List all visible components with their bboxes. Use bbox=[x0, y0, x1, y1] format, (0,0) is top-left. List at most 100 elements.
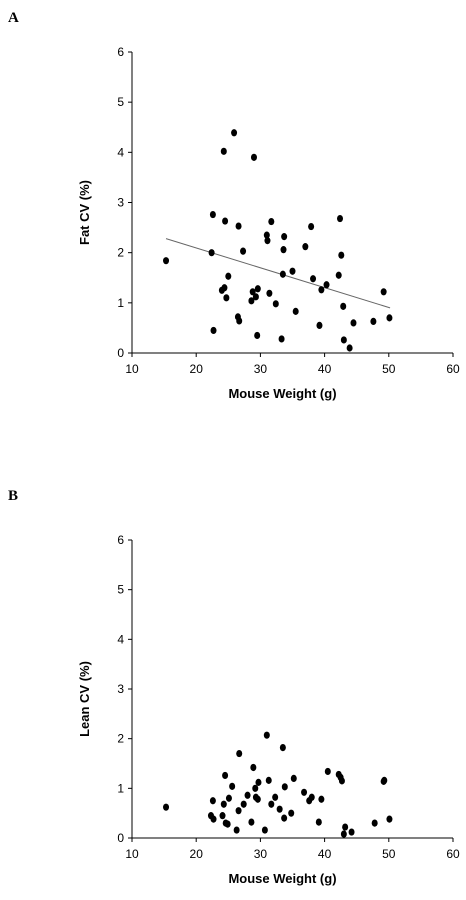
data-point bbox=[222, 217, 229, 225]
data-point bbox=[244, 791, 251, 799]
x-tick-label: 40 bbox=[318, 362, 332, 376]
data-point bbox=[236, 749, 243, 758]
data-point bbox=[210, 326, 217, 335]
x-tick-label: 10 bbox=[125, 847, 139, 861]
x-tick-label: 30 bbox=[254, 362, 268, 376]
data-point bbox=[348, 828, 355, 836]
data-point bbox=[220, 800, 227, 808]
y-tick-label: 3 bbox=[117, 196, 124, 210]
data-point bbox=[250, 763, 257, 772]
data-point bbox=[263, 231, 270, 239]
data-point bbox=[289, 267, 296, 275]
data-point bbox=[278, 335, 285, 343]
data-point bbox=[281, 783, 288, 791]
y-tick-label: 6 bbox=[117, 45, 124, 59]
x-tick-label: 30 bbox=[254, 847, 268, 861]
x-tick-label: 60 bbox=[446, 847, 460, 861]
data-point bbox=[315, 818, 322, 826]
x-tick-label: 40 bbox=[318, 847, 332, 861]
data-point bbox=[268, 800, 275, 808]
data-point bbox=[370, 317, 377, 325]
y-tick-label: 2 bbox=[117, 732, 124, 746]
y-tick-label: 5 bbox=[117, 95, 124, 109]
data-point bbox=[280, 246, 287, 254]
data-point bbox=[381, 776, 388, 784]
data-point bbox=[279, 744, 286, 752]
data-point bbox=[335, 271, 342, 279]
data-point bbox=[340, 302, 347, 310]
data-point bbox=[233, 826, 240, 834]
data-point bbox=[316, 321, 323, 330]
data-point bbox=[219, 812, 226, 820]
data-point bbox=[380, 288, 387, 296]
data-point bbox=[292, 307, 299, 315]
y-tick-label: 4 bbox=[117, 632, 124, 646]
x-tick-label: 20 bbox=[190, 362, 204, 376]
data-point bbox=[308, 793, 315, 801]
data-point bbox=[301, 788, 308, 796]
x-tick-label: 60 bbox=[446, 362, 460, 376]
data-point bbox=[255, 778, 262, 786]
data-point bbox=[248, 297, 255, 305]
panel-letter: A bbox=[8, 10, 19, 26]
data-point bbox=[302, 243, 309, 251]
data-point bbox=[163, 803, 170, 811]
data-point bbox=[318, 286, 325, 294]
panel-b: B 0 1 2 3 4 5 6 10 20 30 40 50 60 Mouse Weight (g) Lean… bbox=[8, 488, 460, 886]
data-point bbox=[220, 147, 227, 155]
data-point bbox=[224, 820, 231, 828]
data-point bbox=[225, 794, 232, 802]
data-point bbox=[252, 784, 259, 792]
data-point bbox=[340, 336, 347, 344]
y-tick-label: 4 bbox=[117, 145, 124, 159]
data-point bbox=[210, 815, 217, 823]
data-point bbox=[252, 293, 259, 301]
data-point bbox=[223, 294, 230, 302]
x-tick-label: 50 bbox=[382, 362, 396, 376]
x-tick-label: 20 bbox=[190, 847, 204, 861]
data-point bbox=[235, 807, 242, 815]
data-point bbox=[163, 257, 170, 265]
x-tick-label: 50 bbox=[382, 847, 396, 861]
y-tick-label: 0 bbox=[117, 346, 124, 360]
data-point bbox=[209, 797, 216, 805]
data-point bbox=[346, 344, 353, 352]
trend-line bbox=[165, 238, 391, 309]
y-tick-label: 1 bbox=[117, 296, 124, 310]
data-point bbox=[229, 782, 236, 790]
x-tick-label: 10 bbox=[125, 362, 139, 376]
data-point bbox=[254, 285, 261, 293]
data-point bbox=[231, 129, 238, 137]
data-point bbox=[254, 331, 261, 340]
data-point bbox=[208, 249, 215, 257]
data-point bbox=[324, 767, 331, 776]
data-point bbox=[235, 222, 242, 230]
data-point bbox=[279, 270, 286, 278]
y-tick-label: 1 bbox=[117, 781, 124, 795]
data-point bbox=[337, 214, 344, 223]
data-point bbox=[265, 776, 272, 784]
data-point bbox=[236, 317, 243, 325]
data-point bbox=[310, 275, 317, 283]
y-tick-label: 2 bbox=[117, 246, 124, 260]
data-point bbox=[209, 210, 216, 219]
data-point bbox=[250, 153, 257, 161]
data-point bbox=[272, 793, 279, 801]
data-point bbox=[221, 284, 228, 292]
data-point bbox=[338, 777, 345, 785]
data-point bbox=[386, 815, 393, 823]
data-point bbox=[249, 288, 256, 296]
data-point bbox=[272, 300, 279, 308]
y-axis-title: Fat CV (%) bbox=[77, 180, 92, 245]
panel-a: A 0 1 2 3 4 5 6 10 20 30 40 50 60 Mouse Weight (g) Fat … bbox=[8, 10, 460, 401]
data-point bbox=[340, 830, 347, 838]
data-point bbox=[254, 795, 261, 803]
data-point bbox=[266, 289, 273, 297]
data-point bbox=[290, 774, 297, 783]
data-point bbox=[268, 217, 275, 226]
data-point bbox=[281, 233, 288, 241]
data-point bbox=[263, 731, 270, 739]
y-axis-title: Lean CV (%) bbox=[77, 661, 92, 737]
y-tick-label: 6 bbox=[117, 533, 124, 547]
